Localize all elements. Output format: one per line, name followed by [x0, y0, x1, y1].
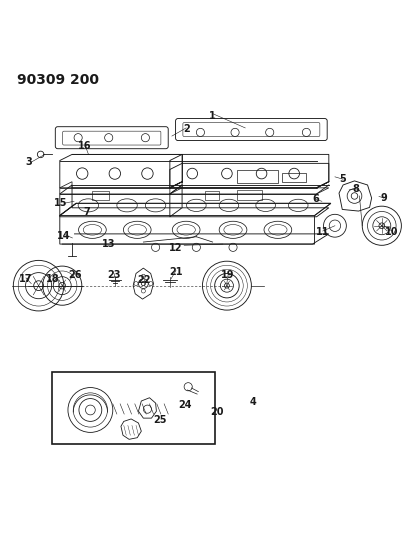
Text: 13: 13 — [102, 239, 115, 249]
Bar — [92, 191, 109, 200]
Text: 12: 12 — [169, 243, 183, 253]
Text: 6: 6 — [312, 194, 319, 204]
Text: 2: 2 — [183, 124, 189, 134]
Text: 90309 200: 90309 200 — [17, 73, 99, 87]
Text: 10: 10 — [385, 227, 399, 237]
Text: 23: 23 — [107, 270, 121, 280]
Text: 25: 25 — [153, 415, 166, 425]
Text: 16: 16 — [77, 141, 91, 151]
Bar — [52, 373, 215, 444]
Text: 11: 11 — [316, 227, 330, 237]
Text: 9: 9 — [380, 193, 387, 203]
Text: 14: 14 — [57, 231, 71, 241]
Text: 17: 17 — [19, 274, 33, 284]
Text: 3: 3 — [25, 157, 32, 167]
Text: 26: 26 — [68, 270, 82, 280]
Bar — [204, 191, 219, 200]
Text: 20: 20 — [210, 407, 223, 417]
Text: 18: 18 — [46, 274, 60, 284]
Text: 7: 7 — [83, 207, 90, 217]
Text: 4: 4 — [250, 397, 257, 407]
Text: 22: 22 — [137, 274, 151, 285]
Text: 1: 1 — [209, 111, 216, 120]
Text: 21: 21 — [169, 267, 183, 277]
Text: 24: 24 — [179, 400, 192, 410]
Text: 5: 5 — [340, 174, 346, 184]
Text: 19: 19 — [221, 270, 235, 280]
Bar — [237, 190, 262, 200]
Text: 8: 8 — [352, 184, 359, 194]
Bar — [282, 173, 306, 182]
Text: 15: 15 — [54, 198, 68, 208]
Bar — [237, 170, 278, 183]
